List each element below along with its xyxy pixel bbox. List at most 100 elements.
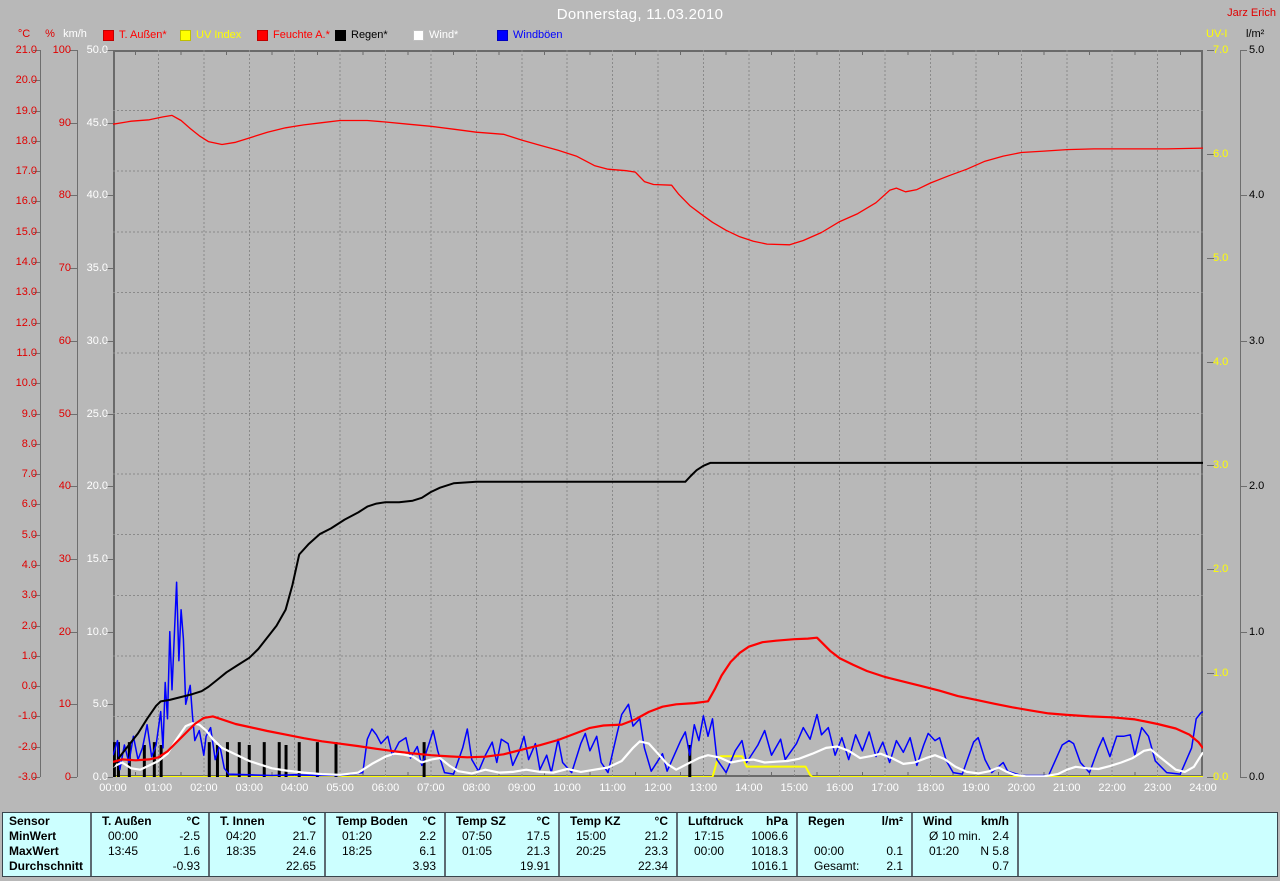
tick-label-temp: 17.0 bbox=[15, 165, 37, 178]
tick-label-temp: 13.0 bbox=[15, 286, 37, 299]
axis-tick-wind bbox=[106, 777, 113, 778]
legend-item: Windböen bbox=[497, 29, 563, 41]
table-cell-value: 2.4 bbox=[992, 829, 1009, 843]
tick-label-temp: 15.0 bbox=[15, 225, 37, 238]
table-cell-value: -2.5 bbox=[179, 829, 200, 843]
table-cell-time: 01:20 bbox=[929, 844, 960, 858]
axis-tick-temp bbox=[33, 80, 40, 82]
axis-tick-temp bbox=[33, 140, 40, 142]
table-row: 01:20 2.2 bbox=[326, 829, 444, 844]
table-cell-value: 19.91 bbox=[519, 859, 550, 873]
table-col-header: Wind km/h bbox=[913, 814, 1017, 829]
table-cell-value: 0.7 bbox=[992, 859, 1009, 873]
tick-label-uv: 6.0 bbox=[1213, 147, 1229, 160]
table-row: Ø 10 min. 2.4 bbox=[913, 829, 1017, 844]
table-cell-time bbox=[456, 859, 462, 874]
table-col-header: Temp SZ °C bbox=[446, 814, 558, 829]
axis-tick-humidity bbox=[70, 558, 77, 560]
table-col-name: T. Innen bbox=[220, 814, 265, 828]
tick-label-rain: 5.0 bbox=[1249, 44, 1265, 56]
table-cell-value: 22.65 bbox=[285, 859, 316, 873]
axis-tick-temp bbox=[33, 564, 40, 566]
table-col-name: Regen bbox=[808, 814, 845, 828]
tick-label-temp: 9.0 bbox=[21, 407, 37, 420]
axis-tick-humidity bbox=[70, 486, 77, 488]
table-row: 01:20 N 5.8 bbox=[913, 844, 1017, 859]
table-col-unit: km/h bbox=[980, 814, 1009, 828]
axis-tick-temp bbox=[33, 383, 40, 385]
table-cell-time: 00:00 bbox=[108, 829, 139, 843]
tick-label-temp: 4.0 bbox=[21, 558, 37, 571]
x-axis-label: 17:00 bbox=[871, 782, 899, 794]
tick-label-wind: 0.0 bbox=[92, 771, 108, 783]
plot-area bbox=[113, 50, 1203, 777]
table-cell-time bbox=[336, 859, 342, 874]
table-row: 3.93 bbox=[326, 859, 444, 874]
table-row: 00:00 1018.3 bbox=[678, 844, 796, 859]
axis-unit-rain: l/m² bbox=[1246, 28, 1265, 40]
axis-tick-temp bbox=[33, 625, 40, 627]
tick-label-temp: 21.0 bbox=[15, 44, 37, 56]
axis-tick-temp bbox=[33, 352, 40, 354]
tick-label-humidity: 50 bbox=[58, 407, 71, 420]
table-cell-time: 04:20 bbox=[226, 829, 257, 843]
tick-label-rain: 1.0 bbox=[1249, 625, 1265, 638]
axis-line-temp bbox=[40, 50, 41, 777]
axis-unit-wind: km/h bbox=[63, 28, 87, 40]
table-row: 17:15 1006.6 bbox=[678, 829, 796, 844]
x-axis-label: 24:00 bbox=[1189, 782, 1217, 794]
axis-tick-temp bbox=[33, 171, 40, 173]
axis-tick-uv bbox=[1207, 153, 1214, 155]
table-cell-time bbox=[923, 859, 929, 874]
table-cell-value: 0.1 bbox=[886, 844, 903, 858]
table-col-name: Temp KZ bbox=[570, 814, 621, 828]
table-cell-value: 3.93 bbox=[412, 859, 436, 873]
tick-label-uv: 2.0 bbox=[1213, 563, 1229, 576]
table-cell-time: 17:15 bbox=[694, 829, 725, 843]
table-cell-time: Ø 10 min. bbox=[929, 829, 982, 843]
table-col-unit: °C bbox=[654, 814, 668, 828]
table-col-name: Luftdruck bbox=[688, 814, 744, 828]
axis-tick-humidity bbox=[70, 195, 77, 197]
axis-tick-humidity bbox=[70, 122, 77, 124]
table-col-regen: Regen l/m² 00:00 0.1 Gesamt: 2.1 bbox=[796, 813, 911, 876]
table-cell-value: 24.6 bbox=[292, 844, 316, 858]
tick-label-rain: 0.0 bbox=[1249, 771, 1265, 783]
table-cell-time: 00:00 bbox=[814, 844, 845, 858]
tick-label-temp: -3.0 bbox=[18, 771, 37, 783]
table-cell-value: 2.2 bbox=[419, 829, 436, 843]
tick-label-wind: 30.0 bbox=[86, 334, 108, 347]
tick-label-wind: 40.0 bbox=[86, 189, 108, 202]
table-row-label: Durchschnitt bbox=[9, 859, 84, 873]
tick-label-wind: 50.0 bbox=[86, 44, 108, 56]
table-col-t-innen: T. Innen °C 04:20 21.7 18:35 24.6 22.65 bbox=[208, 813, 324, 876]
axis-tick-humidity bbox=[70, 340, 77, 342]
tick-label-temp: 10.0 bbox=[15, 377, 37, 390]
tick-label-rain: 2.0 bbox=[1249, 480, 1265, 493]
axis-tick-temp bbox=[33, 50, 40, 51]
series-line-t-au-en bbox=[113, 636, 1203, 763]
table-cell-value: 17.5 bbox=[526, 829, 550, 843]
table-col-unit: °C bbox=[186, 814, 200, 828]
axis-unit-temp: °C bbox=[17, 28, 31, 40]
tick-label-temp: 7.0 bbox=[21, 468, 37, 481]
table-col-temp-sz: Temp SZ °C 07:50 17.5 01:05 21.3 19.91 bbox=[444, 813, 558, 876]
table-col-unit: hPa bbox=[765, 814, 788, 828]
table-cell-value: 21.7 bbox=[292, 829, 316, 843]
table-row: 04:20 21.7 bbox=[210, 829, 324, 844]
axis-line-rain bbox=[1240, 50, 1241, 777]
tick-label-temp: 11.0 bbox=[16, 346, 37, 359]
table-row: Gesamt: 2.1 bbox=[798, 859, 911, 874]
axis-tick-humidity bbox=[70, 413, 77, 415]
table-col-header: T. Innen °C bbox=[210, 814, 324, 829]
axis-unit-uv: UV-I bbox=[1206, 28, 1228, 40]
table-row: 1016.1 bbox=[678, 859, 796, 874]
tick-label-temp: 20.0 bbox=[15, 74, 37, 87]
axis-tick-temp bbox=[33, 231, 40, 233]
table-row: 18:25 6.1 bbox=[326, 844, 444, 859]
axis-tick-uv bbox=[1207, 465, 1214, 467]
tick-label-humidity: 90 bbox=[58, 116, 71, 129]
table-cell-time: Gesamt: bbox=[814, 859, 860, 873]
x-axis-label: 09:00 bbox=[507, 782, 536, 794]
x-axis-label: 02:00 bbox=[190, 782, 218, 794]
